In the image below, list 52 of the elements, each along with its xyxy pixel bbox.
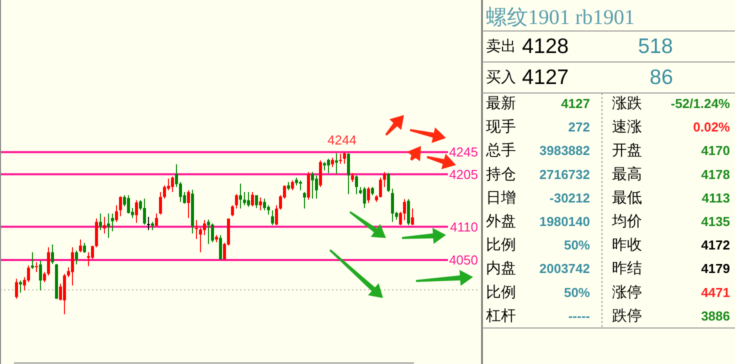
text: 86	[650, 66, 673, 89]
text: 4172	[701, 238, 730, 253]
text: 4170	[701, 143, 730, 158]
text: 0.02%	[693, 120, 730, 135]
text: 4471	[701, 284, 730, 300]
text: 4178	[701, 166, 730, 182]
text: -----	[568, 308, 590, 324]
text: 2003742	[539, 261, 590, 276]
text: 外盘	[486, 213, 516, 230]
text: 比例	[486, 284, 516, 301]
text: 昨结	[612, 260, 642, 278]
text: 2716732	[539, 166, 590, 182]
text: 518	[638, 35, 673, 58]
text: 4127	[522, 66, 569, 89]
text: 4135	[701, 214, 730, 229]
text: 最低	[612, 189, 642, 206]
text: 1980140	[539, 214, 590, 229]
text: 昨收	[612, 236, 642, 254]
y-tick-label: 4050	[449, 252, 478, 268]
text: 涨停	[612, 284, 642, 301]
text: 螺纹1901 rb1901	[486, 5, 635, 29]
text: 内盘	[486, 260, 516, 278]
text: 50%	[564, 284, 590, 300]
text: 涨跌	[612, 95, 642, 112]
y-tick-label: 4110	[450, 219, 478, 234]
text: 开盘	[612, 142, 642, 160]
y-tick-label: 4245	[449, 144, 478, 160]
text: 3886	[701, 308, 730, 324]
text: 现手	[486, 118, 516, 136]
text: 最高	[612, 166, 642, 183]
text: 272	[568, 120, 590, 135]
text: 总手	[485, 142, 516, 160]
text: 4128	[522, 35, 569, 58]
text: 卖出	[486, 38, 516, 55]
text: 日增	[486, 189, 516, 206]
text: 均价	[611, 213, 642, 230]
text: 持仓	[486, 166, 516, 183]
text: 比例	[486, 236, 516, 254]
text: 4127	[561, 96, 590, 111]
text: -52/1.24%	[670, 96, 730, 111]
text: -30212	[550, 190, 590, 206]
text: 杠杆	[485, 307, 516, 324]
text: 速涨	[612, 118, 642, 136]
text: 最新	[486, 95, 516, 112]
text: 跌停	[612, 307, 642, 324]
text: 4113	[702, 190, 730, 206]
text: 50%	[564, 238, 590, 253]
y-tick-label: 4205	[449, 166, 478, 182]
text: 3983882	[539, 143, 590, 158]
text: 买入	[486, 69, 516, 86]
text: 4179	[701, 261, 730, 276]
annotation: 4244	[328, 132, 356, 148]
